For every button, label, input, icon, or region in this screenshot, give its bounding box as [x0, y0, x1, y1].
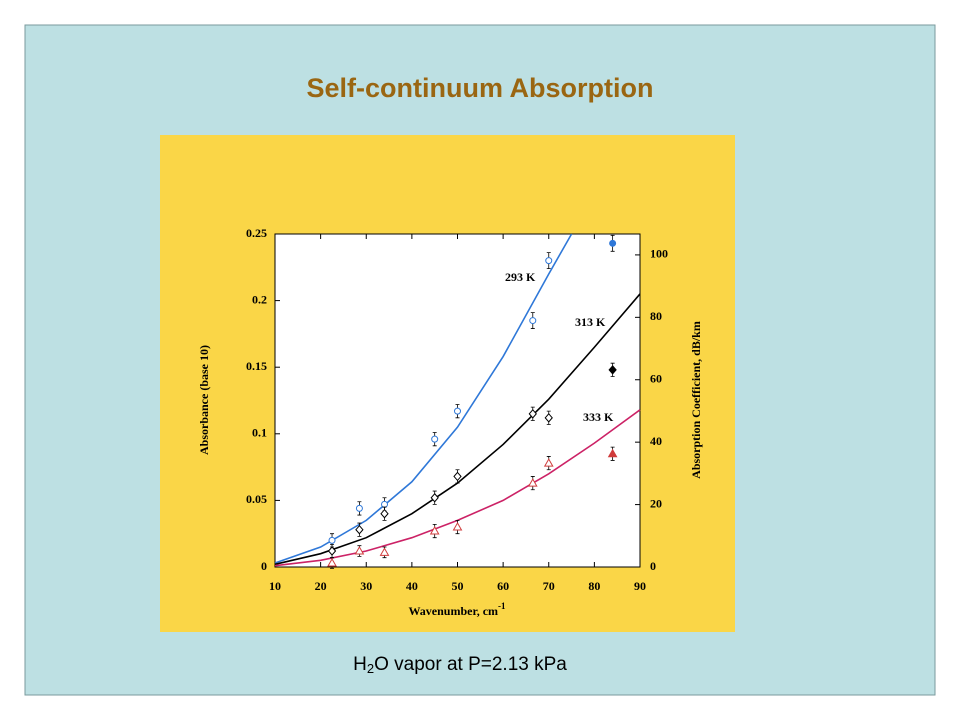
- caption-text: O vapor at P=2.13 kPa: [374, 654, 567, 675]
- data-point: [431, 435, 439, 443]
- data-point: [528, 409, 537, 419]
- data-point: [544, 413, 553, 423]
- fit-curve: [274, 233, 573, 564]
- data-point: [381, 500, 388, 508]
- data-point: [328, 536, 336, 544]
- y2-tick-label: 80: [650, 309, 662, 323]
- y2-tick-label: 60: [650, 371, 662, 385]
- x-tick-label: 40: [406, 579, 418, 593]
- x-tick-label: 80: [588, 579, 600, 593]
- data-point: [607, 448, 618, 458]
- x-tick-label: 10: [269, 579, 281, 593]
- series-label: 313 K: [575, 315, 606, 329]
- x-tick-label: 50: [452, 579, 464, 593]
- data-point: [527, 478, 538, 487]
- data-point: [609, 239, 617, 247]
- data-point: [327, 557, 337, 567]
- data-point: [453, 471, 462, 482]
- data-point: [543, 458, 554, 467]
- data-point: [452, 522, 463, 531]
- data-point: [379, 547, 390, 556]
- y-tick-label: 0.1: [252, 426, 267, 440]
- series-label: 293 K: [505, 270, 536, 284]
- x-tick-label: 90: [634, 579, 646, 593]
- series-label: 333 K: [583, 410, 614, 424]
- y2-tick-label: 20: [650, 496, 662, 510]
- y-tick-label: 0.25: [246, 226, 267, 240]
- data-point: [327, 546, 337, 556]
- data-point: [355, 524, 364, 535]
- y-tick-label: 0.05: [246, 492, 267, 506]
- data-point: [529, 317, 537, 325]
- data-point: [429, 526, 440, 535]
- x-axis-label: Wavenumber, cm-1: [408, 601, 506, 618]
- y2-axis-label: Absorption Coefficient, dB/km: [689, 321, 703, 479]
- x-tick-label: 60: [497, 579, 509, 593]
- data-point: [380, 508, 389, 519]
- data-point: [545, 257, 553, 265]
- data-point: [608, 365, 617, 375]
- y-axis-label: Absorbance (base 10): [197, 345, 211, 455]
- data-point: [454, 407, 461, 415]
- x-tick-label: 70: [543, 579, 555, 593]
- y2-tick-label: 100: [650, 247, 668, 261]
- plot-area: [274, 233, 641, 568]
- data-point: [354, 546, 365, 555]
- y-tick-label: 0: [261, 559, 267, 573]
- data-point: [430, 492, 439, 503]
- x-label-text: Wavenumber, cm: [408, 604, 498, 618]
- y-tick-label: 0.15: [246, 359, 267, 373]
- data-point: [355, 504, 363, 512]
- caption-text: H: [353, 654, 367, 675]
- caption: H2O vapor at P=2.13 kPa: [353, 654, 567, 676]
- x-tick-label: 20: [315, 579, 327, 593]
- x-label-sup: -1: [498, 601, 506, 611]
- x-tick-label: 30: [360, 579, 372, 593]
- y2-tick-label: 40: [650, 434, 662, 448]
- y-tick-label: 0.2: [252, 292, 267, 306]
- y2-tick-label: 0: [650, 559, 656, 573]
- caption-sub: 2: [367, 661, 374, 676]
- slide-title: Self-continuum Absorption: [307, 73, 654, 103]
